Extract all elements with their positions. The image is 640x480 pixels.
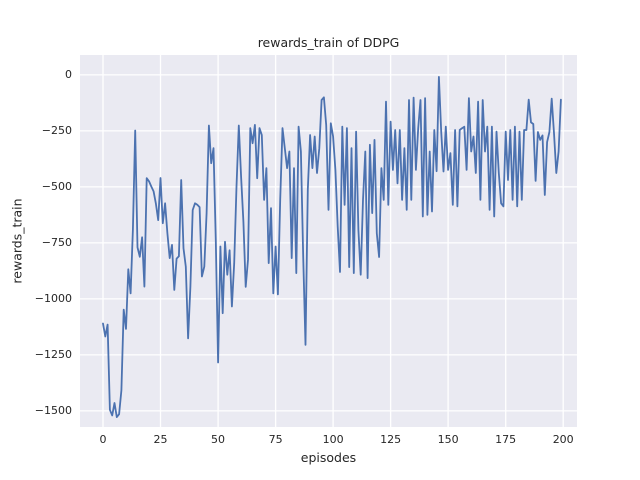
x-tick-label: 100	[322, 433, 344, 446]
y-tick-label: −1500	[34, 403, 72, 417]
y-tick-label: −1000	[34, 291, 72, 305]
rewards-line-chart	[80, 55, 577, 427]
x-tick-label: 0	[99, 433, 107, 446]
y-tick-label: 0	[65, 67, 72, 81]
y-tick-label: −750	[41, 235, 72, 249]
y-tick-label: −500	[41, 179, 72, 193]
y-tick-label: −250	[41, 123, 72, 137]
x-tick-label: 25	[153, 433, 168, 446]
x-axis-label: episodes	[300, 450, 357, 465]
plot-area	[80, 55, 577, 427]
chart-title: rewards_train of DDPG	[257, 35, 400, 50]
x-tick-label: 75	[268, 433, 283, 446]
y-tick-label: −1250	[34, 347, 72, 361]
x-tick-label: 175	[495, 433, 517, 446]
x-tick-label: 200	[552, 433, 574, 446]
rewards-train-series-line	[102, 76, 562, 418]
x-tick-label: 150	[437, 433, 459, 446]
x-tick-label: 50	[211, 433, 226, 446]
x-tick-label: 125	[380, 433, 402, 446]
